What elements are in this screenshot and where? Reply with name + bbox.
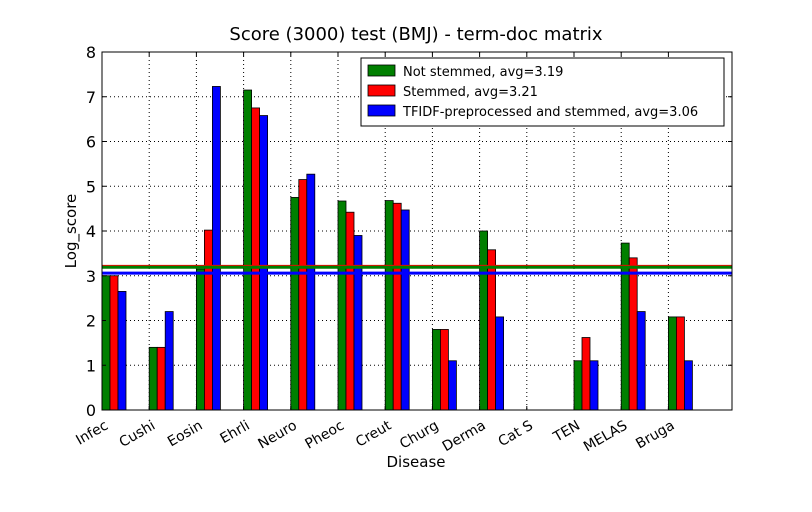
bar [298, 179, 308, 411]
bar [676, 316, 685, 411]
legend-swatch [367, 64, 396, 77]
y-tick-label: 0 [86, 401, 96, 420]
bar [573, 360, 583, 411]
bar [684, 360, 693, 411]
bar [203, 229, 213, 411]
chart-title: Score (3000) test (BMJ) - term-doc matri… [229, 24, 602, 45]
bar [581, 337, 591, 411]
bar [392, 202, 402, 411]
bar [636, 311, 646, 411]
bar [290, 197, 300, 411]
bar [101, 275, 111, 411]
bar [164, 311, 174, 411]
bar [447, 360, 457, 411]
bar [628, 257, 638, 411]
legend-box [360, 57, 725, 127]
bar [109, 275, 119, 411]
bar [156, 346, 166, 411]
bar [259, 115, 269, 411]
y-tick-label: 8 [86, 43, 96, 62]
bar [211, 86, 221, 411]
bar [337, 200, 347, 411]
bar [400, 209, 410, 411]
bar [439, 329, 449, 411]
y-tick-label: 4 [86, 222, 96, 241]
legend-label: TFIDF-preprocessed and stemmed, avg=3.06 [402, 105, 698, 120]
bar [148, 346, 158, 411]
bar [243, 89, 253, 411]
legend-swatch [367, 104, 396, 117]
y-tick-label: 1 [86, 356, 96, 375]
bar [589, 360, 599, 411]
y-tick-label: 2 [86, 312, 96, 331]
reference-lines [102, 264, 732, 275]
bar [495, 316, 505, 411]
y-tick-label: 3 [86, 267, 96, 286]
legend: Not stemmed, avg=3.19 Stemmed, avg=3.21 TF… [360, 57, 725, 127]
bar [384, 200, 394, 411]
bar [431, 329, 441, 411]
bar [345, 211, 355, 411]
bar [479, 230, 489, 411]
bar [353, 235, 363, 411]
y-tick-label: 5 [86, 177, 96, 196]
y-tick-label: 7 [86, 88, 96, 107]
bar [195, 268, 205, 411]
y-axis-ticks: 0 1 2 3 4 5 6 7 8 [86, 43, 732, 420]
x-axis-label: Disease [387, 453, 446, 471]
legend-label: Stemmed, avg=3.21 [403, 85, 538, 100]
bar [668, 316, 677, 411]
y-axis-label: Log_score [62, 194, 81, 269]
y-tick-label: 6 [86, 133, 96, 152]
bar [117, 291, 127, 411]
bar [306, 173, 316, 411]
bar [251, 107, 261, 411]
legend-swatch [367, 84, 396, 97]
legend-label: Not stemmed, avg=3.19 [403, 65, 563, 80]
